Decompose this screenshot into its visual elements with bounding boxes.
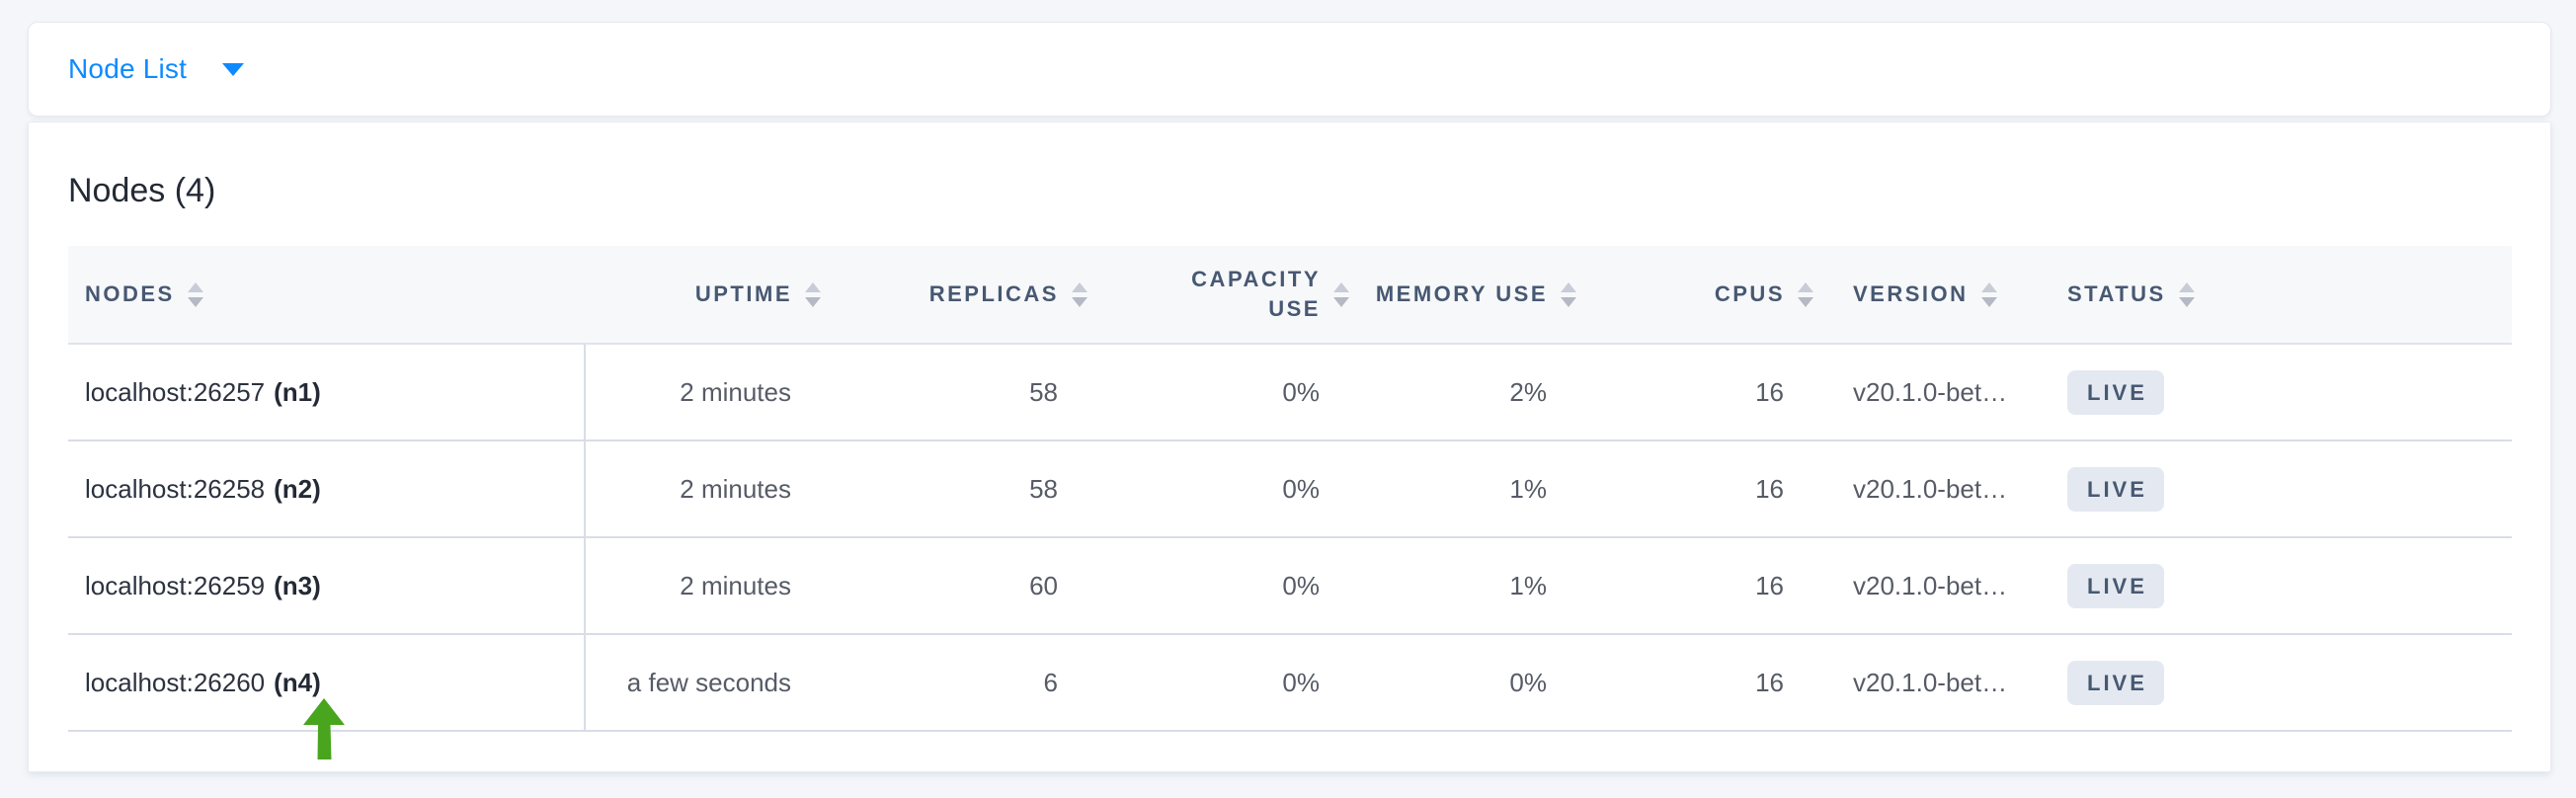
status-cell: LIVE [2051,635,2512,730]
sort-icon [1798,281,1813,307]
capacity-use-cell: 0% [1282,667,1320,697]
cpus-cell: 16 [1755,473,1784,504]
sort-icon [1561,281,1576,307]
status-badge: LIVE [2067,660,2164,705]
column-header-status[interactable]: STATUS [2051,246,2512,343]
replicas-cell: 6 [1043,667,1058,697]
table-header-row: NODES UPTIME REPLICAS CAPACITY USE MEMOR… [68,246,2512,345]
sort-icon [187,281,203,307]
table-row[interactable]: localhost:26260 (n4) a few seconds 6 0% … [68,635,2512,732]
sort-icon [1072,281,1087,307]
version-cell: v20.1.0-bet… [1853,376,2008,407]
status-badge: LIVE [2067,369,2164,415]
memory-use-cell: 1% [1509,570,1547,600]
column-header-capacity-use[interactable]: CAPACITY USE [1097,246,1359,343]
replicas-cell: 60 [1029,570,1058,600]
status-badge: LIVE [2067,466,2164,512]
sort-icon [1333,281,1349,307]
node-id: (n4) [274,667,321,697]
table-row[interactable]: localhost:26257 (n1) 2 minutes 58 0% 2% … [68,345,2512,441]
column-header-replicas[interactable]: REPLICAS [831,246,1097,343]
uptime-cell: 2 minutes [680,570,791,600]
status-cell: LIVE [2051,538,2512,633]
table-row[interactable]: localhost:26259 (n3) 2 minutes 60 0% 1% … [68,538,2512,635]
sort-icon [1980,281,1997,307]
node-cell[interactable]: localhost:26258 (n2) [68,441,586,536]
column-header-uptime[interactable]: UPTIME [586,246,831,343]
capacity-use-cell: 0% [1282,473,1320,504]
status-cell: LIVE [2051,441,2512,536]
node-address: localhost:26260 [85,667,266,697]
nodes-table: NODES UPTIME REPLICAS CAPACITY USE MEMOR… [68,246,2512,732]
node-id: (n1) [274,376,321,407]
node-address: localhost:26259 [85,570,266,600]
caret-down-icon [222,62,245,76]
node-list-dropdown[interactable]: Node List [68,53,245,85]
nodes-panel: Nodes (4) NODES UPTIME REPLICAS CAPACITY… [28,121,2551,772]
replicas-cell: 58 [1029,473,1058,504]
sort-icon [2178,281,2195,307]
memory-use-cell: 1% [1509,473,1547,504]
status-cell: LIVE [2051,345,2512,439]
uptime-cell: a few seconds [626,667,791,697]
column-header-memory-use[interactable]: MEMORY USE [1359,246,1586,343]
cpus-cell: 16 [1755,376,1784,407]
replicas-cell: 58 [1029,376,1058,407]
node-id: (n3) [274,570,321,600]
version-cell: v20.1.0-bet… [1853,473,2008,504]
page-title: Nodes (4) [68,172,216,209]
node-cell[interactable]: localhost:26259 (n3) [68,538,586,633]
node-address: localhost:26257 [85,376,266,407]
status-badge: LIVE [2067,563,2164,608]
cpus-cell: 16 [1755,570,1784,600]
capacity-use-cell: 0% [1282,570,1320,600]
memory-use-cell: 0% [1509,667,1547,697]
memory-use-cell: 2% [1509,376,1547,407]
node-address: localhost:26258 [85,473,266,504]
version-cell: v20.1.0-bet… [1853,667,2008,697]
uptime-cell: 2 minutes [680,376,791,407]
node-list-dropdown-label: Node List [68,53,188,84]
node-cell[interactable]: localhost:26260 (n4) [68,635,586,730]
node-cell[interactable]: localhost:26257 (n1) [68,345,586,439]
capacity-use-cell: 0% [1282,376,1320,407]
version-cell: v20.1.0-bet… [1853,570,2008,600]
view-selector-bar: Node List [28,22,2551,117]
uptime-cell: 2 minutes [680,473,791,504]
sort-icon [805,281,821,307]
column-header-nodes[interactable]: NODES [68,246,586,343]
column-header-cpus[interactable]: CPUS [1586,246,1823,343]
node-id: (n2) [274,473,321,504]
column-header-version[interactable]: VERSION [1823,246,2051,343]
table-row[interactable]: localhost:26258 (n2) 2 minutes 58 0% 1% … [68,441,2512,538]
cpus-cell: 16 [1755,667,1784,697]
